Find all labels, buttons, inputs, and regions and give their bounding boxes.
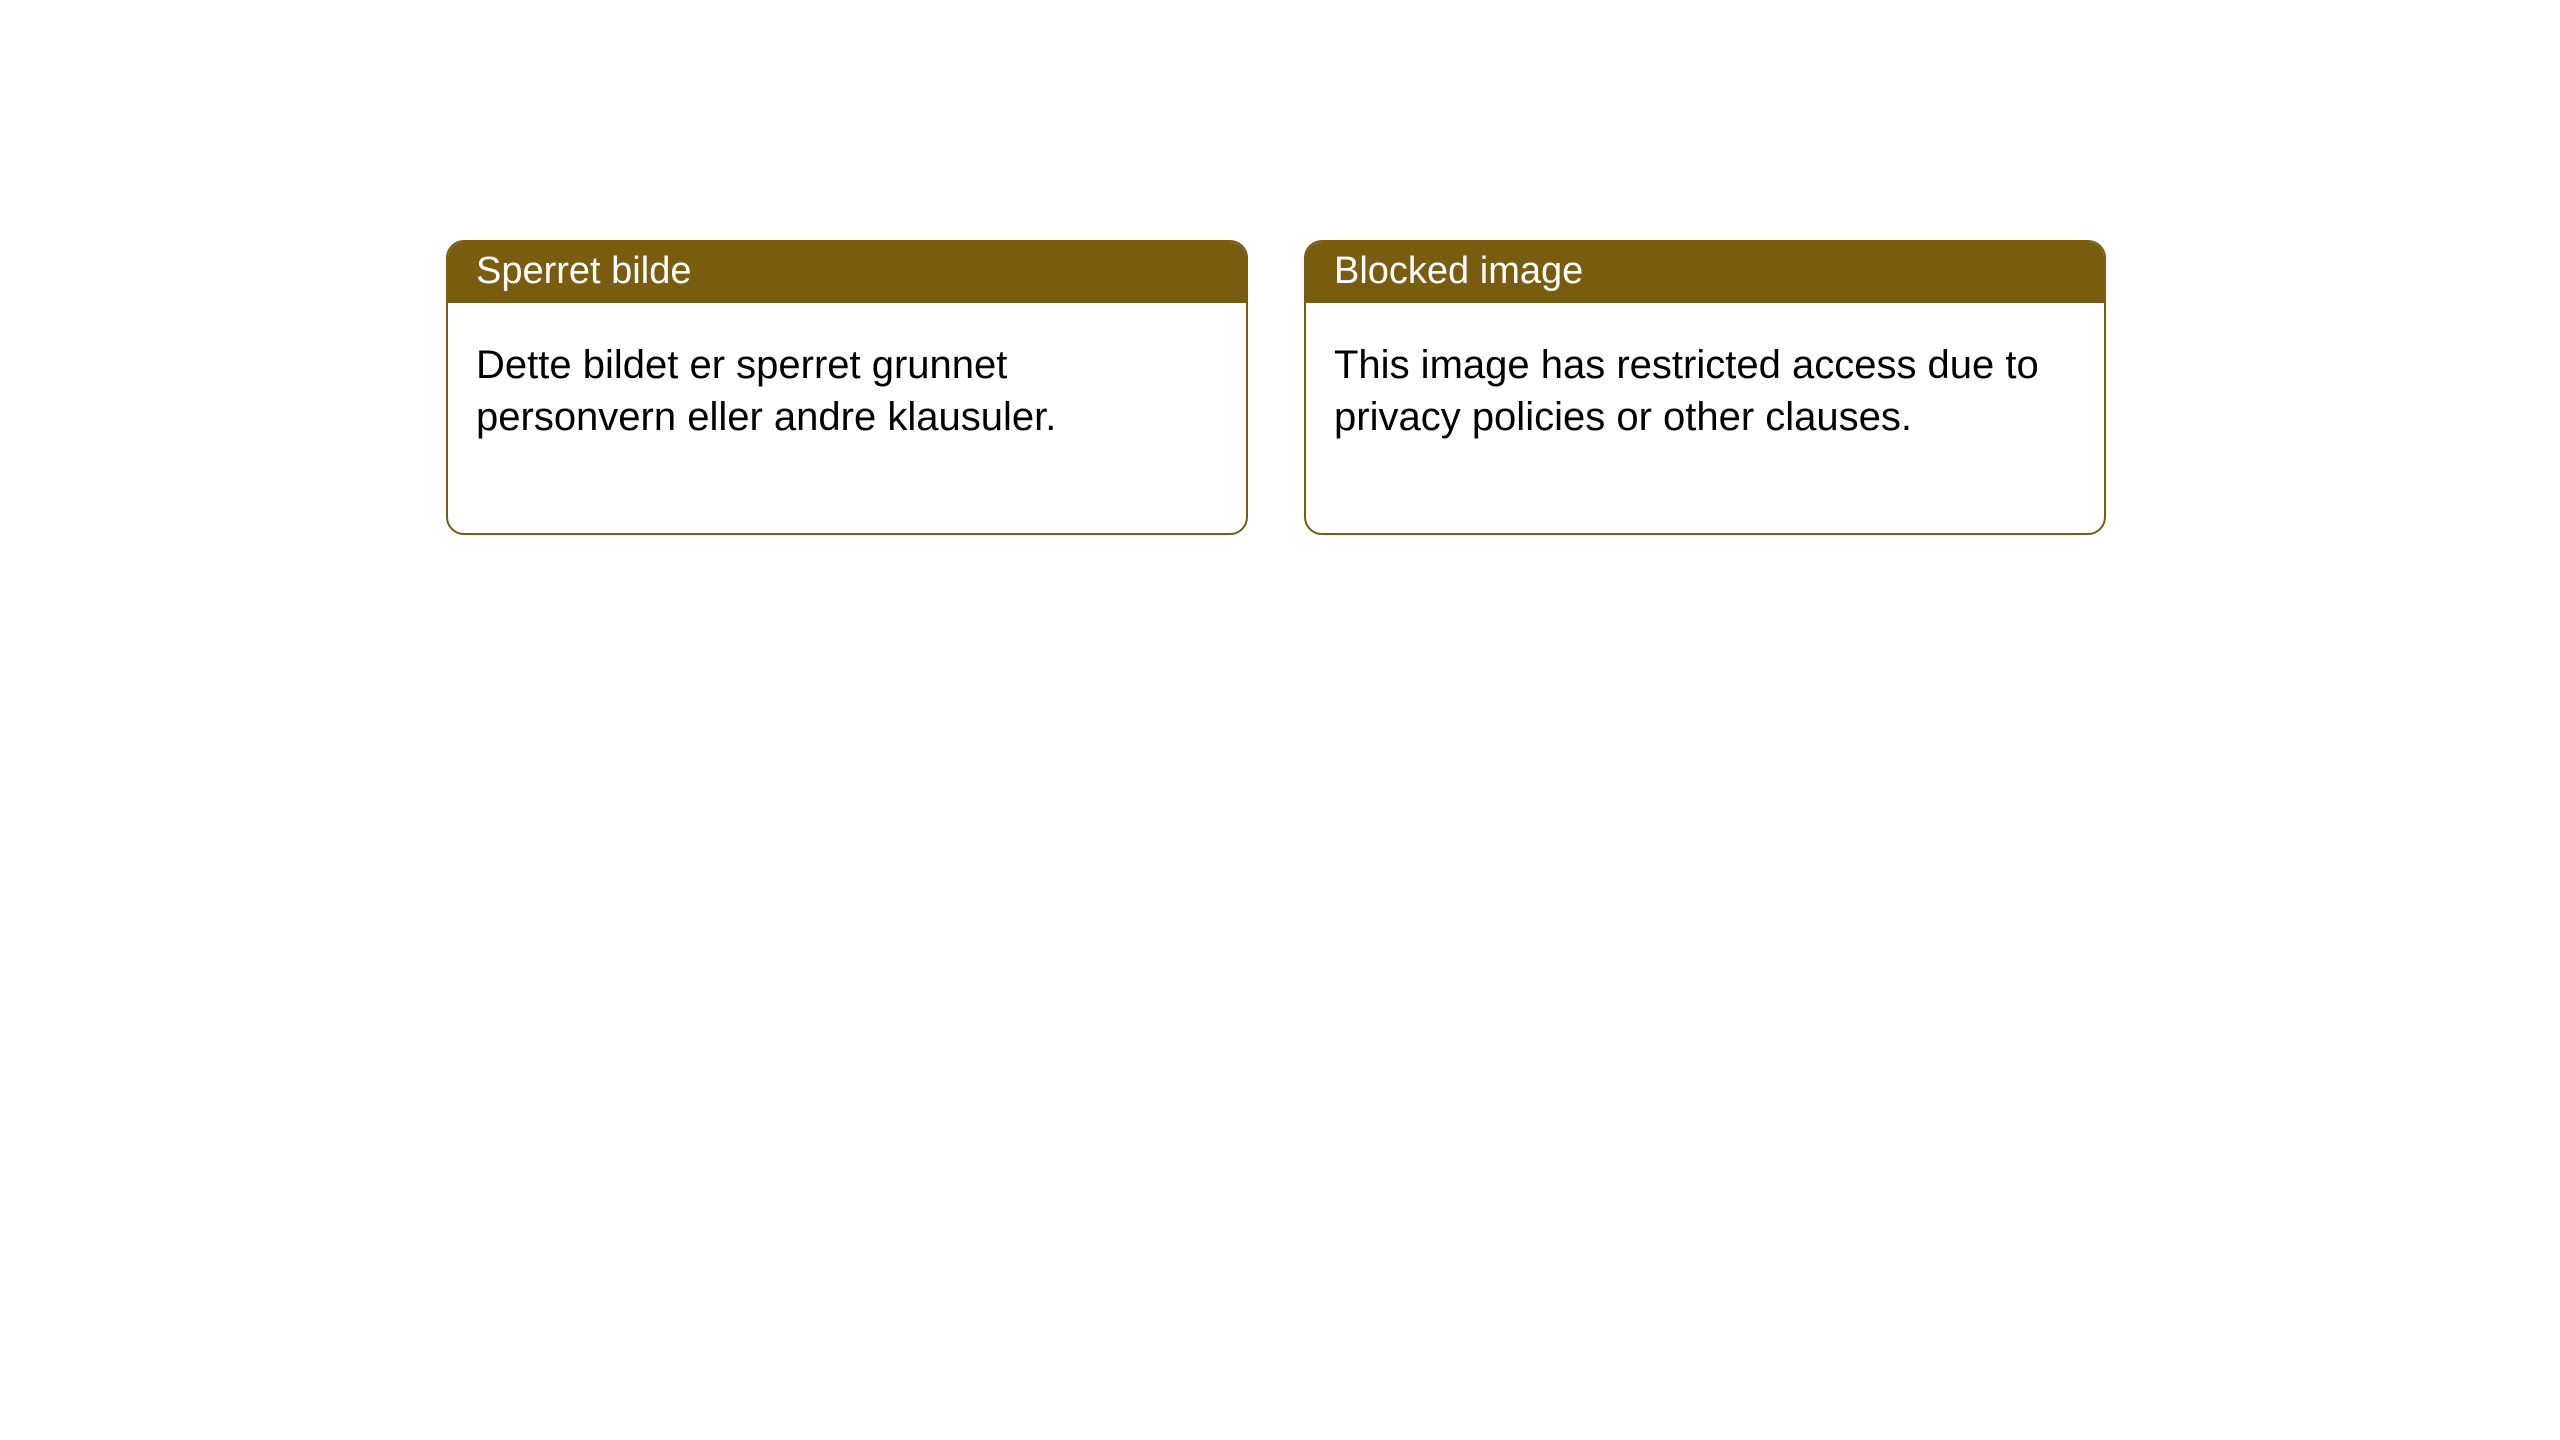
notice-card-english: Blocked image This image has restricted … [1304,240,2106,535]
card-title: Blocked image [1306,242,2104,303]
notice-card-norwegian: Sperret bilde Dette bildet er sperret gr… [446,240,1248,535]
card-title: Sperret bilde [448,242,1246,303]
card-body: Dette bildet er sperret grunnet personve… [448,303,1246,533]
notice-container: Sperret bilde Dette bildet er sperret gr… [0,0,2560,535]
card-body: This image has restricted access due to … [1306,303,2104,533]
